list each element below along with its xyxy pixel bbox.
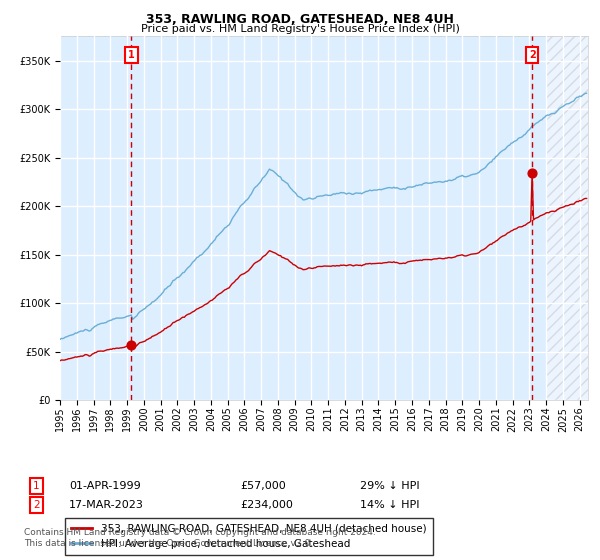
Text: Price paid vs. HM Land Registry's House Price Index (HPI): Price paid vs. HM Land Registry's House … xyxy=(140,24,460,34)
Text: £234,000: £234,000 xyxy=(240,500,293,510)
Text: 1: 1 xyxy=(128,50,134,59)
Text: £57,000: £57,000 xyxy=(240,481,286,491)
Text: 1: 1 xyxy=(33,481,40,491)
Legend: 353, RAWLING ROAD, GATESHEAD, NE8 4UH (detached house), HPI: Average price, deta: 353, RAWLING ROAD, GATESHEAD, NE8 4UH (d… xyxy=(65,517,433,556)
Text: 14% ↓ HPI: 14% ↓ HPI xyxy=(360,500,419,510)
Point xyxy=(127,340,136,349)
Text: 2: 2 xyxy=(33,500,40,510)
Text: 2: 2 xyxy=(529,50,536,59)
Text: 01-APR-1999: 01-APR-1999 xyxy=(69,481,141,491)
Bar xyxy=(546,36,588,400)
Text: 29% ↓ HPI: 29% ↓ HPI xyxy=(360,481,419,491)
Point xyxy=(527,169,537,178)
Text: Contains HM Land Registry data © Crown copyright and database right 2024.
This d: Contains HM Land Registry data © Crown c… xyxy=(24,528,376,548)
Text: 353, RAWLING ROAD, GATESHEAD, NE8 4UH: 353, RAWLING ROAD, GATESHEAD, NE8 4UH xyxy=(146,13,454,26)
Text: 17-MAR-2023: 17-MAR-2023 xyxy=(69,500,144,510)
